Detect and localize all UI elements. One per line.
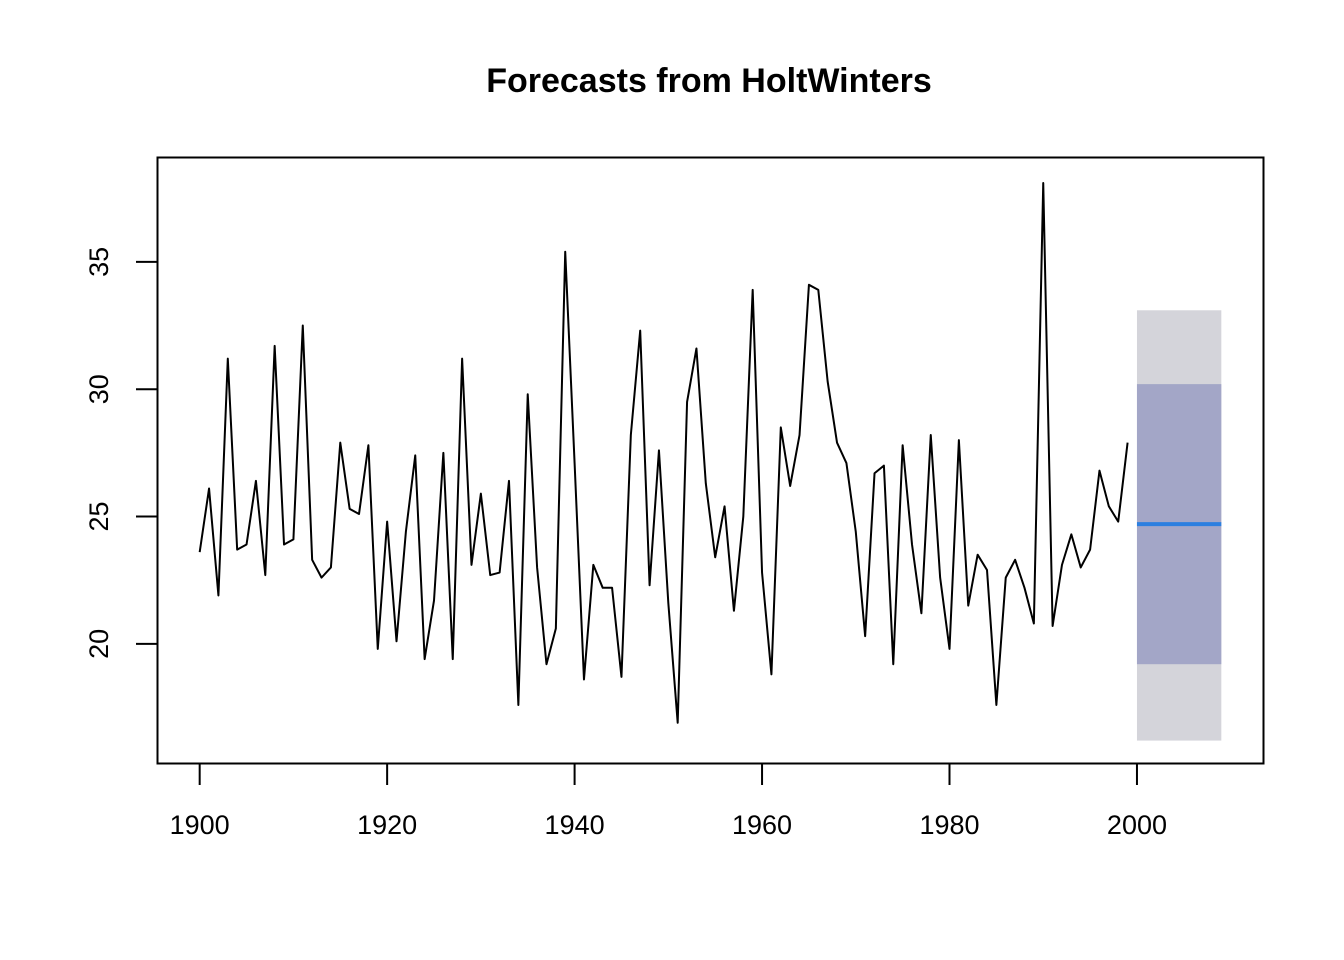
x-tick-label-1960: 1960 [732,810,792,840]
plot-frame [156,156,1265,765]
chart-title: Forecasts from HoltWinters [486,62,932,100]
x-tick-label-1900: 1900 [170,810,230,840]
series-line-0 [198,181,1129,724]
y-tick-label-25: 25 [84,501,114,531]
x-tick-label-1940: 1940 [545,810,605,840]
y-tick-label-35: 35 [84,247,114,277]
x-tick-label-1980: 1980 [919,810,979,840]
y-tick-label-20: 20 [84,629,114,659]
x-tick-label-2000: 2000 [1107,810,1167,840]
series-lines [198,181,1129,724]
x-axis: 1900 1920 1940 1960 1980 2000 [170,762,1167,840]
y-axis: 20 25 30 35 [84,247,159,659]
x-tick-label-1920: 1920 [357,810,417,840]
y-tick-label-30: 30 [84,374,114,404]
